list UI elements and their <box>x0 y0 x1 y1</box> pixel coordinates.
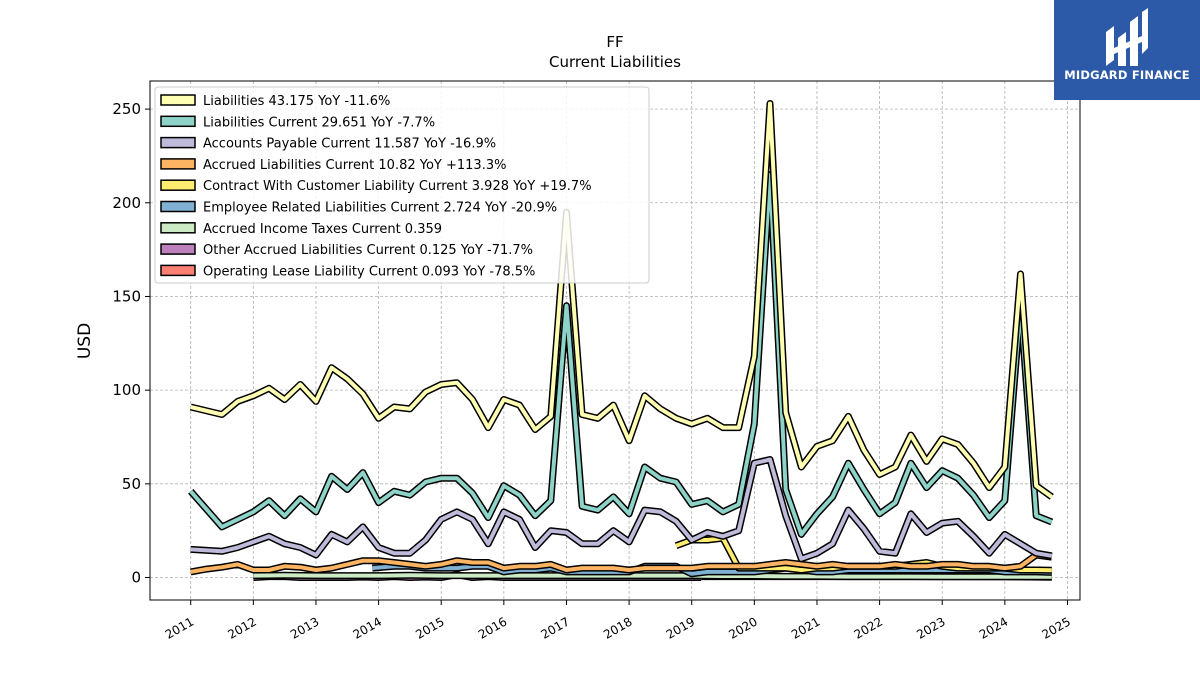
legend-entry: Contract With Customer Liability Current… <box>203 179 592 194</box>
legend-swatch <box>160 179 196 191</box>
series-path <box>190 457 1053 561</box>
legend-entry: Liabilities 43.175 YoY -11.6% <box>203 94 390 109</box>
series-lines <box>188 100 1054 581</box>
legend-entry: Liabilities Current 29.651 YoY -7.7% <box>203 115 435 130</box>
legend: Liabilities 43.175 YoY -11.6% Liabilities… <box>154 86 650 284</box>
x-axis: 2011 2012 2013 2014 2015 2016 2017 2018 2019 2020… <box>163 600 1073 642</box>
x-tick-label: 2024 <box>977 614 1010 641</box>
y-tick-label: 100 <box>112 381 141 399</box>
y-tick-label: 0 <box>131 569 141 587</box>
x-tick-label: 2019 <box>664 614 697 641</box>
x-tick-label: 2023 <box>914 614 947 641</box>
x-tick-label: 2022 <box>852 614 885 641</box>
x-tick-label: 2012 <box>225 614 258 641</box>
legend-entry: Accrued Liabilities Current 10.82 YoY +1… <box>203 158 506 173</box>
logo-mark-icon <box>1106 8 1148 66</box>
y-tick-label: 150 <box>112 287 141 305</box>
legend-swatch <box>160 264 196 277</box>
chart-subtitle: Current Liabilities <box>549 53 681 71</box>
series-line-2 <box>190 456 1053 563</box>
legend-swatch <box>160 115 196 128</box>
midgard-finance-logo: MIDGARD FINANCE <box>1054 0 1200 100</box>
legend-entry: Accrued Income Taxes Current 0.359 <box>203 222 442 237</box>
series-line-0 <box>189 100 1054 500</box>
x-tick-label: 2015 <box>413 614 446 641</box>
legend-swatch <box>160 222 196 234</box>
x-tick-label: 2021 <box>789 614 822 641</box>
x-tick-label: 2017 <box>539 614 572 641</box>
x-tick-label: 2016 <box>476 614 509 641</box>
series-line-3 <box>190 551 1053 576</box>
legend-entry: Accounts Payable Current 11.587 YoY -16.… <box>203 137 496 152</box>
x-tick-label: 2013 <box>288 614 321 641</box>
y-tick-label: 50 <box>122 475 141 493</box>
series-path <box>189 172 1053 537</box>
series-path <box>190 101 1053 499</box>
legend-swatch <box>160 158 196 170</box>
x-tick-label: 2018 <box>601 614 634 641</box>
legend-entry: Employee Related Liabilities Current 2.7… <box>203 201 557 216</box>
series-line-6 <box>253 571 1052 581</box>
legend-box <box>154 86 650 284</box>
series-path <box>190 553 1053 574</box>
legend-swatch <box>160 94 196 106</box>
y-tick-label: 250 <box>112 100 141 118</box>
chart-title: FF <box>606 33 623 51</box>
series-line-1 <box>188 171 1054 538</box>
legend-entry: Operating Lease Liability Current 0.093 … <box>203 264 535 279</box>
series-path <box>372 564 1052 576</box>
legend-entry: Other Accrued Liabilities Current 0.125 … <box>203 243 533 258</box>
x-tick-label: 2020 <box>726 614 759 641</box>
series-line-5 <box>372 562 1052 578</box>
y-axis: 0 50 100 150 200 250 <box>112 100 150 587</box>
x-tick-label: 2025 <box>1040 614 1073 641</box>
logo-text: MIDGARD FINANCE <box>1064 68 1190 82</box>
legend-swatch <box>160 243 196 255</box>
y-tick-label: 200 <box>112 194 141 212</box>
legend-swatch <box>160 200 196 213</box>
series-path <box>253 573 1052 579</box>
y-axis-label: USD <box>75 323 95 359</box>
x-tick-label: 2014 <box>351 614 384 641</box>
plot-frame <box>149 80 1081 601</box>
legend-swatch <box>160 136 196 149</box>
x-tick-label: 2011 <box>163 614 196 641</box>
